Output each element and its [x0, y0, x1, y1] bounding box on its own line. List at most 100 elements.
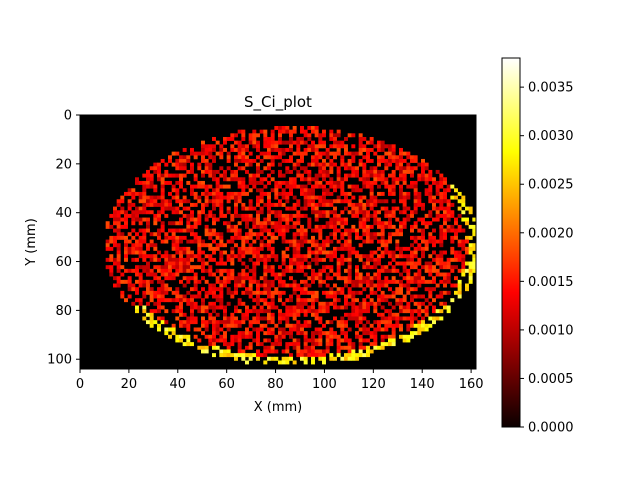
heatmap-cell: [245, 345, 249, 350]
heatmap-cell: [303, 177, 308, 182]
heatmap-cell: [241, 279, 246, 284]
heatmap-cell: [153, 184, 158, 189]
heatmap-cell: [175, 180, 180, 185]
heatmap-cell: [366, 147, 370, 152]
heatmap-cell: [428, 301, 433, 306]
heatmap-cell: [215, 305, 220, 310]
colorbar-tick-label: 0.0030: [528, 129, 574, 144]
heatmap-cell: [318, 268, 323, 273]
heatmap-cell: [388, 301, 392, 306]
heatmap-cell: [270, 147, 275, 152]
heatmap-cell: [311, 360, 315, 365]
heatmap-cell: [197, 254, 202, 259]
heatmap-cell: [215, 184, 220, 189]
heatmap-cell: [256, 342, 260, 347]
heatmap-cell: [296, 320, 301, 325]
heatmap-cell: [160, 279, 165, 284]
heatmap-cell: [439, 239, 444, 244]
heatmap-cell: [314, 327, 319, 332]
heatmap-cell: [347, 166, 352, 171]
heatmap-cell: [270, 290, 275, 295]
heatmap-cell: [340, 224, 345, 229]
heatmap-cell: [318, 320, 323, 325]
heatmap-cell: [289, 334, 293, 339]
heatmap-cell: [362, 202, 367, 207]
heatmap-cell: [402, 151, 407, 156]
heatmap-cell: [340, 199, 345, 204]
heatmap-cell: [384, 283, 389, 288]
heatmap-cell: [201, 320, 205, 325]
heatmap-cell: [377, 327, 381, 332]
heatmap-cell: [421, 235, 425, 240]
heatmap-cell: [318, 257, 323, 262]
heatmap-cell: [344, 323, 348, 328]
heatmap-cell: [311, 206, 315, 211]
heatmap-cell: [307, 195, 312, 200]
heatmap-cell: [256, 166, 260, 171]
heatmap-cell: [292, 162, 297, 167]
heatmap-cell: [226, 320, 231, 325]
heatmap-cell: [344, 221, 348, 226]
heatmap-cell: [391, 147, 396, 152]
heatmap-cell: [120, 210, 125, 215]
heatmap-cell: [336, 305, 341, 310]
heatmap-cell: [197, 162, 202, 167]
heatmap-cell: [424, 243, 429, 248]
heatmap-cell: [171, 327, 176, 332]
heatmap-cell: [325, 250, 330, 255]
heatmap-cell: [219, 144, 224, 149]
heatmap-cell: [113, 221, 117, 226]
heatmap-cell: [256, 309, 260, 314]
heatmap-cell: [384, 334, 389, 339]
heatmap-cell: [131, 191, 136, 196]
heatmap-cell: [296, 199, 301, 204]
heatmap-cell: [124, 235, 128, 240]
heatmap-cell: [215, 243, 220, 248]
heatmap-cell: [395, 320, 400, 325]
heatmap-cell: [406, 261, 411, 266]
heatmap-cell: [263, 166, 268, 171]
heatmap-cell: [252, 320, 257, 325]
heatmap-cell: [270, 224, 275, 229]
heatmap-cell: [366, 180, 370, 185]
heatmap-cell: [439, 250, 444, 255]
heatmap-cell: [245, 250, 249, 255]
heatmap-cell: [292, 254, 297, 259]
heatmap-cell: [171, 239, 176, 244]
heatmap-cell: [303, 147, 308, 152]
heatmap-cell: [270, 232, 275, 237]
heatmap-cell: [171, 195, 176, 200]
heatmap-cell: [263, 257, 268, 262]
heatmap-cell: [388, 250, 392, 255]
heatmap-cell: [193, 177, 198, 182]
heatmap-cell: [226, 279, 231, 284]
heatmap-cell: [182, 342, 187, 347]
heatmap-cell: [307, 276, 312, 281]
heatmap-cell: [388, 254, 392, 259]
heatmap-cell: [355, 235, 359, 240]
heatmap-cell: [164, 199, 169, 204]
heatmap-cell: [329, 254, 334, 259]
heatmap-cell: [278, 162, 282, 167]
heatmap-cell: [186, 169, 191, 174]
heatmap-cell: [424, 166, 429, 171]
heatmap-cell: [237, 155, 242, 160]
heatmap-cell: [175, 166, 180, 171]
heatmap-cell: [157, 166, 161, 171]
heatmap-cell: [384, 144, 389, 149]
heatmap-cell: [468, 243, 473, 248]
heatmap-cell: [377, 279, 381, 284]
heatmap-cell: [424, 213, 429, 218]
heatmap-cell: [160, 239, 165, 244]
heatmap-cell: [395, 239, 400, 244]
heatmap-cell: [307, 136, 312, 141]
heatmap-cell: [395, 166, 400, 171]
heatmap-cell: [289, 312, 293, 317]
heatmap-cell: [237, 353, 242, 358]
heatmap-cell: [230, 246, 235, 251]
heatmap-cell: [406, 283, 411, 288]
heatmap-cell: [256, 279, 260, 284]
heatmap-cell: [138, 265, 143, 270]
heatmap-cell: [421, 279, 425, 284]
heatmap-cell: [395, 312, 400, 317]
